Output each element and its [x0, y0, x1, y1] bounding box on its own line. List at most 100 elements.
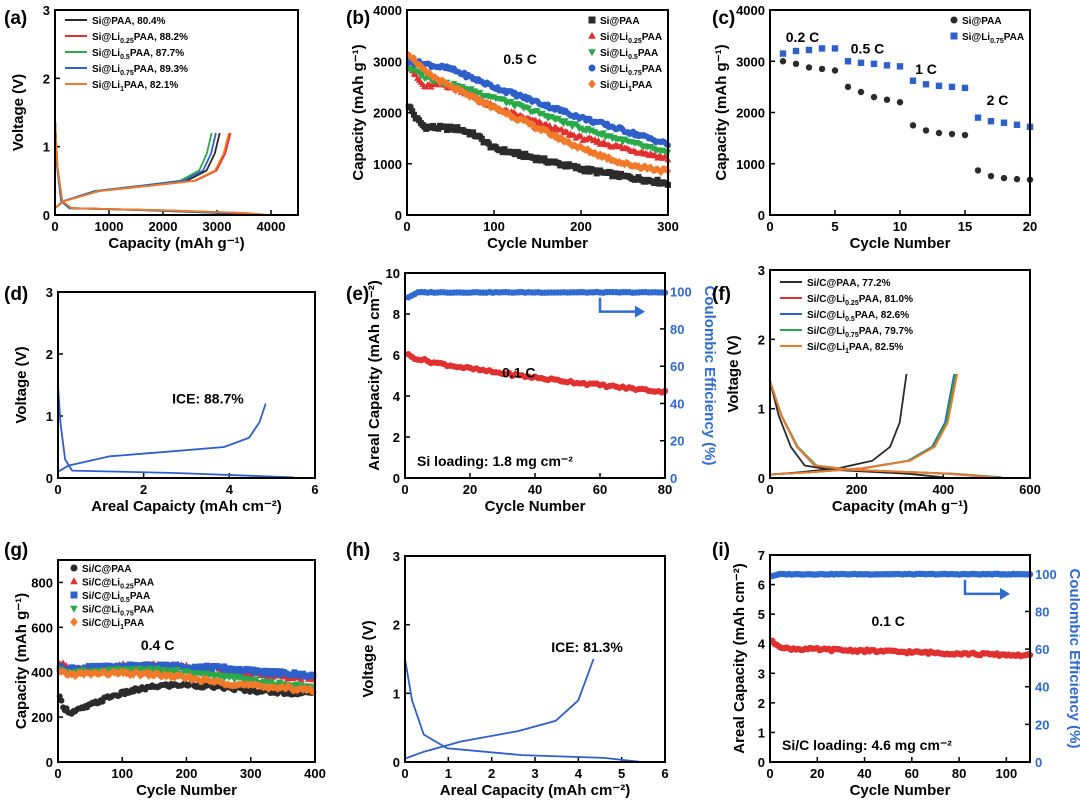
rate-label-1: 0.5 C — [851, 41, 884, 57]
point-c-0-17 — [1000, 174, 1008, 182]
y-tick-label-g-4: 800 — [31, 575, 53, 590]
plot-frame-a — [54, 9, 299, 216]
point-g-2-128 — [276, 671, 283, 678]
x-tick-label-h-5: 5 — [618, 766, 625, 781]
x-tick-label-g-4: 400 — [304, 766, 326, 781]
discharge-curve-f-0 — [769, 380, 944, 479]
point-g-2-148 — [310, 672, 317, 679]
legend-f: Si/C@PAA, 77.2% Si/C@Li0.25PAA, 81.0% Si/C… — [780, 278, 913, 355]
x-tick-label-i-1: 20 — [810, 766, 824, 781]
x-tick-label-f-3: 600 — [1019, 482, 1041, 497]
point-b-0-116 — [607, 169, 614, 176]
charge-curve-h-0 — [404, 658, 595, 760]
point-b-4-88 — [558, 133, 566, 142]
y-tick-label-i-0: 0 — [758, 755, 765, 770]
x-tick-label-i-5: 100 — [996, 766, 1018, 781]
x-axis-label-e: Cycle Number — [485, 498, 586, 515]
point-c-1-3 — [818, 45, 826, 52]
panel-label-h: (h) — [346, 540, 370, 561]
x-tick-label-h-4: 4 — [575, 766, 583, 781]
point-c-0-4 — [831, 67, 839, 74]
x-tick-label-f-0: 0 — [766, 482, 773, 497]
y2-tick-label-i-1: 20 — [1035, 717, 1049, 732]
point-b-4-7 — [417, 61, 425, 70]
x-axis-label-b: Cycle Number — [487, 235, 588, 252]
y-tick-label-f-1: 1 — [758, 402, 765, 417]
y2-tick-label-e-0: 0 — [670, 471, 677, 486]
y-tick-label-a-0: 0 — [43, 208, 50, 223]
point-b-0-37 — [470, 129, 477, 136]
legend-marker-b-0 — [588, 16, 596, 24]
y-tick-label-c-0: 0 — [758, 208, 765, 223]
legend-label-c-0: Si@PAA — [962, 16, 1002, 27]
ce-arrow-head-i — [1000, 587, 1010, 600]
x-tick-label-h-3: 3 — [531, 766, 538, 781]
x-axis-label-i: Cycle Number — [850, 782, 951, 799]
point-g-2-25 — [99, 663, 106, 670]
discharge-curve-f-3 — [769, 380, 1002, 479]
point-c-1-13 — [948, 83, 956, 91]
charge-curve-f-3 — [769, 373, 957, 476]
point-b-4-75 — [535, 124, 543, 133]
point-g-4-53 — [147, 668, 154, 677]
x-tick-label-d-0: 0 — [54, 482, 61, 497]
point-b-4-136 — [642, 162, 649, 171]
panel-label-g: (g) — [4, 540, 28, 561]
panel-label-b: (b) — [346, 8, 370, 29]
x-tick-label-a-2: 2000 — [149, 219, 178, 234]
series-c-0 — [779, 58, 1034, 183]
point-b-4-25 — [448, 82, 456, 91]
point-b-2-59 — [508, 98, 515, 105]
point-g-3-115 — [253, 676, 261, 683]
point-b-0-3 — [410, 111, 417, 118]
point-c-1-15 — [974, 114, 982, 121]
annotation-e: 0.1 C — [502, 365, 535, 381]
x-tick-label-g-2: 200 — [176, 766, 198, 781]
x-tick-label-h-1: 1 — [445, 766, 452, 781]
legend-label-b-1: Si@Li0.25PAA — [600, 32, 662, 45]
legend-marker-c-0 — [950, 16, 958, 24]
panel-c: (c) 0 5 10 15 20 0 1000 2000 3000 4000 Cycle Number… — [712, 3, 1037, 252]
y-tick-label-i-7: 7 — [758, 548, 765, 563]
ce-arrow-i — [963, 579, 1000, 596]
legend-label-b-4: Si@Li1PAA — [600, 80, 652, 93]
y-tick-label-c-1: 1000 — [736, 157, 765, 172]
legend-marker-b-1 — [588, 31, 596, 39]
footnote-i: Si/C loading: 4.6 mg cm⁻² — [782, 737, 952, 753]
y-tick-label-i-1: 1 — [758, 725, 765, 740]
y-tick-label-h-0: 0 — [393, 755, 400, 770]
x-tick-label-f-2: 400 — [932, 482, 954, 497]
legend-label-f-3: Si/C@Li0.75PAA, 79.7% — [807, 326, 913, 339]
point-c-0-15 — [974, 167, 982, 174]
x-tick-label-g-1: 100 — [111, 766, 133, 781]
y-tick-label-c-3: 3000 — [736, 54, 765, 69]
rate-label-3: 2 C — [987, 92, 1009, 108]
point-b-0-54 — [499, 149, 506, 156]
panel-d: (d) 0 2 4 6 0 1 2 3 Areal Capaicty (mAh cm⁻²) Volt… — [4, 284, 319, 515]
legend-label-a-4: Si@Li1PAA, 82.1% — [92, 80, 178, 93]
x-axis-label-h: Areal Capacity (mAh cm⁻²) — [440, 782, 630, 799]
point-b-0-143 — [654, 176, 661, 183]
series-c-1 — [779, 45, 1034, 131]
series-i-ce — [769, 570, 1034, 580]
legend-b: Si@PAA Si@Li0.25PAA Si@Li0.5PAA Si@Li0.75PA… — [588, 16, 662, 93]
panel-label-e: (e) — [346, 284, 369, 305]
y-tick-label-a-2: 2 — [43, 71, 50, 86]
point-b-4-34 — [464, 90, 472, 99]
y-tick-label-d-1: 1 — [46, 409, 53, 424]
legend-marker-b-3 — [588, 64, 596, 72]
y-tick-label-d-3: 3 — [46, 285, 53, 300]
point-c-0-9 — [896, 99, 904, 106]
legend-a: Si@PAA, 80.4% Si@Li0.25PAA, 88.2% Si@Li0.5… — [65, 16, 188, 93]
legend-marker-g-3 — [70, 605, 78, 613]
y2-tick-label-e-1: 20 — [670, 434, 684, 449]
rate-label-0: 0.2 C — [786, 29, 819, 45]
y-tick-label-d-0: 0 — [46, 471, 53, 486]
x-tick-label-i-3: 60 — [905, 766, 919, 781]
x-tick-label-e-4: 80 — [658, 482, 672, 497]
x-tick-label-d-1: 2 — [140, 482, 147, 497]
rate-label-2: 1 C — [915, 61, 937, 77]
series-b-0 — [405, 103, 671, 188]
x-tick-label-a-3: 3000 — [203, 219, 232, 234]
